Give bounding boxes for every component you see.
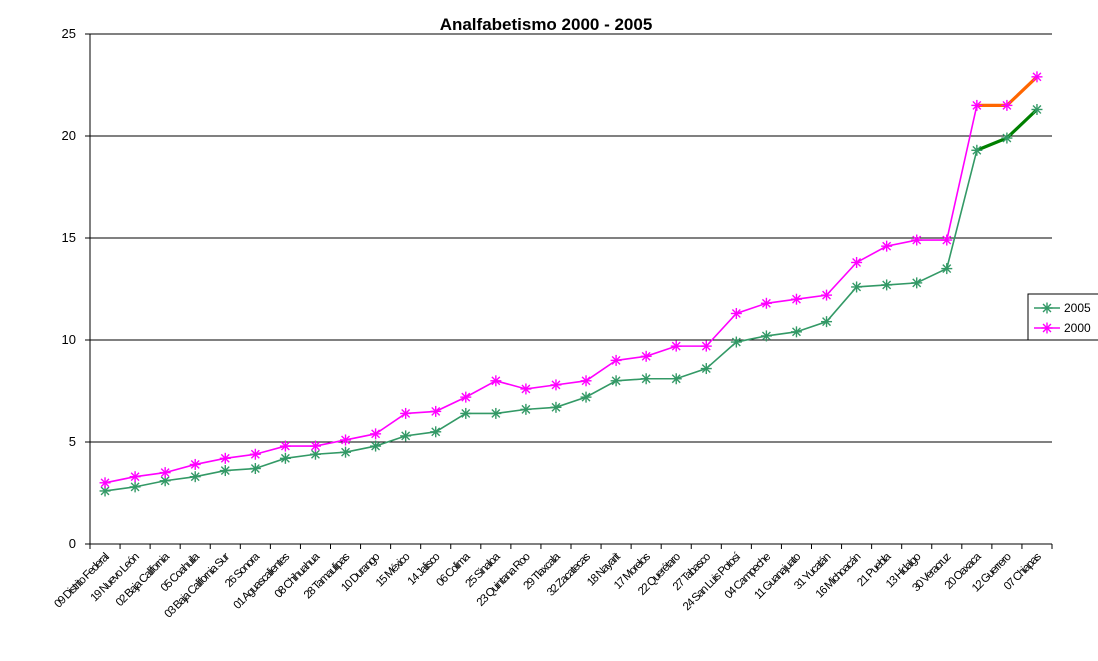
axes (89, 34, 1052, 545)
data-point (941, 234, 953, 246)
data-point (249, 448, 261, 460)
legend: 2005 2000 (1027, 293, 1098, 341)
legend-marker (1041, 302, 1053, 314)
data-point (1001, 132, 1013, 144)
y-tick-label: 10 (62, 332, 76, 347)
x-tick-label: 15 México (374, 551, 412, 589)
data-point (309, 440, 321, 452)
data-point (730, 336, 742, 348)
data-point (580, 391, 592, 403)
data-point (129, 481, 141, 493)
data-point (219, 452, 231, 464)
chart-title: Analfabetismo 2000 - 2005 (440, 15, 653, 34)
data-point (460, 391, 472, 403)
data-point (550, 379, 562, 391)
legend-entry-2000: 2000 (1034, 321, 1091, 335)
data-point (700, 363, 712, 375)
data-point (881, 279, 893, 291)
series-2005 (99, 103, 1043, 497)
data-point (340, 434, 352, 446)
y-axis-ticks: 0 5 10 15 20 25 (62, 26, 90, 551)
data-point (490, 375, 502, 387)
data-point (430, 426, 442, 438)
data-point (700, 340, 712, 352)
data-point (760, 330, 772, 342)
data-point (911, 234, 923, 246)
data-point (520, 383, 532, 395)
data-point (851, 281, 863, 293)
data-point (99, 477, 111, 489)
data-point (400, 407, 412, 419)
data-point (941, 263, 953, 275)
data-point (730, 307, 742, 319)
data-point (159, 467, 171, 479)
data-point (400, 430, 412, 442)
data-point (610, 354, 622, 366)
data-point (550, 401, 562, 413)
data-point (490, 407, 502, 419)
data-point (219, 465, 231, 477)
y-tick-label: 20 (62, 128, 76, 143)
data-point (1031, 71, 1043, 83)
y-tick-label: 15 (62, 230, 76, 245)
data-point (189, 471, 201, 483)
data-point (580, 375, 592, 387)
data-point (520, 403, 532, 415)
data-point (430, 405, 442, 417)
series-2000 (99, 71, 1043, 489)
gridlines (90, 33, 1052, 443)
data-point (370, 440, 382, 452)
data-point (370, 428, 382, 440)
data-point (640, 373, 652, 385)
legend-label: 2005 (1064, 301, 1091, 315)
data-point (821, 289, 833, 301)
data-point (851, 256, 863, 268)
y-tick-label: 0 (69, 536, 76, 551)
data-point (249, 463, 261, 475)
y-tick-label: 25 (62, 26, 76, 41)
series-line-highlight-2005 (976, 108, 1039, 152)
legend-entry-2005: 2005 (1034, 301, 1091, 315)
data-point (971, 144, 983, 156)
data-point (1031, 103, 1043, 115)
legend-box (1027, 293, 1098, 341)
data-point (279, 452, 291, 464)
data-point (189, 458, 201, 470)
series-line-2005 (104, 150, 978, 492)
data-point (670, 373, 682, 385)
legend-label: 2000 (1064, 321, 1091, 335)
legend-marker (1041, 322, 1053, 334)
data-point (159, 475, 171, 487)
data-point (760, 297, 772, 309)
data-point (971, 99, 983, 111)
data-point (129, 471, 141, 483)
y-tick-label: 5 (69, 434, 76, 449)
data-point (1001, 99, 1013, 111)
data-point (460, 407, 472, 419)
data-point (640, 350, 652, 362)
data-point (911, 277, 923, 289)
data-point (790, 293, 802, 305)
data-point (821, 316, 833, 328)
series-layer (99, 71, 1043, 497)
data-point (279, 440, 291, 452)
data-point (670, 340, 682, 352)
data-point (881, 240, 893, 252)
series-line-2000 (104, 105, 978, 484)
data-point (790, 326, 802, 338)
data-point (610, 375, 622, 387)
data-point (340, 446, 352, 458)
